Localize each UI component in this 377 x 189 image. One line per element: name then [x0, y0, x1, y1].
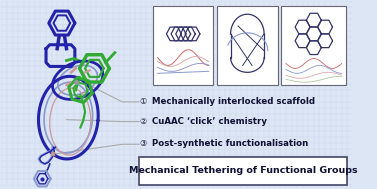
Text: Post-synthetic functionalisation: Post-synthetic functionalisation	[152, 139, 308, 148]
Text: ③: ③	[139, 139, 146, 148]
Bar	[217, 6, 277, 85]
Bar	[281, 6, 346, 85]
Bar	[139, 157, 347, 185]
Text: ①: ①	[139, 97, 146, 106]
Text: Mechanically interlocked scaffold: Mechanically interlocked scaffold	[152, 97, 315, 106]
Text: ②: ②	[139, 117, 146, 126]
Text: CuAAC ‘click’ chemistry: CuAAC ‘click’ chemistry	[152, 117, 267, 126]
Bar	[153, 6, 213, 85]
Text: Mechanical Tethering of Functional Groups: Mechanical Tethering of Functional Group…	[129, 166, 357, 175]
